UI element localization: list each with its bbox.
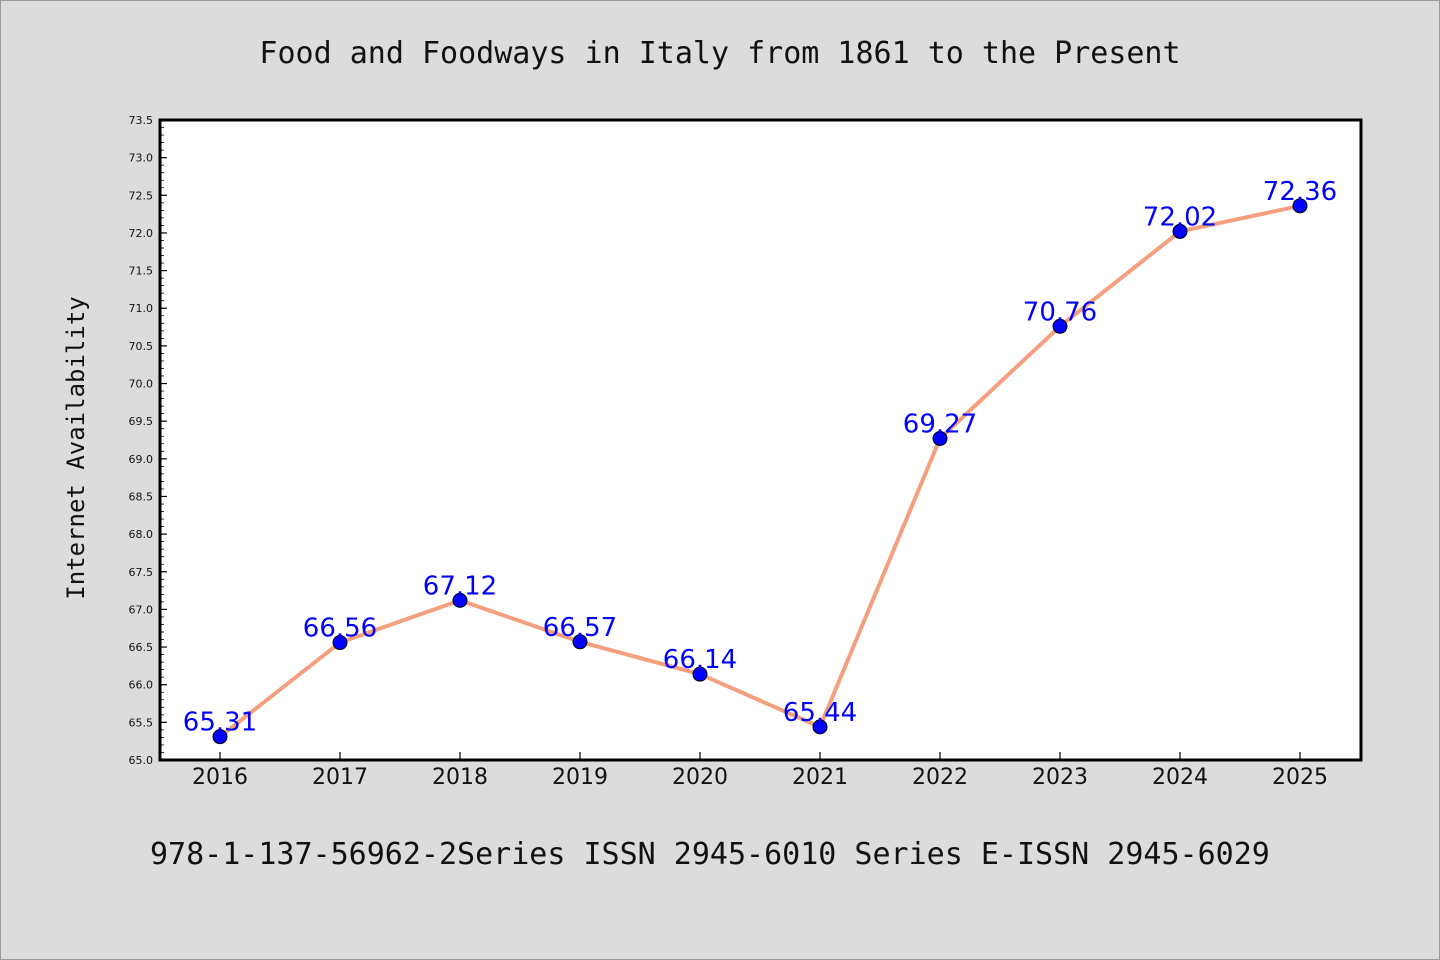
x-tick-label: 2022 xyxy=(912,765,968,790)
data-label: 70.76 xyxy=(1023,297,1097,327)
x-tick-label: 2024 xyxy=(1152,765,1208,790)
y-tick-label: 68.0 xyxy=(129,528,154,541)
x-tick-label: 2018 xyxy=(432,765,488,790)
data-label: 66.56 xyxy=(303,614,377,644)
y-tick-label: 73.5 xyxy=(129,114,154,127)
data-label: 66.14 xyxy=(663,645,737,675)
y-tick-label: 69.5 xyxy=(129,415,154,428)
series-layer: 65.31 66.56 67.12 66.57 66.14 65.44 69.27 70.76… xyxy=(183,177,1337,745)
data-point xyxy=(1052,318,1068,334)
data-label: 65.44 xyxy=(783,698,857,728)
y-tick-label: 71.0 xyxy=(129,302,154,315)
y-tick-label: 66.5 xyxy=(129,641,154,654)
data-point xyxy=(332,635,348,651)
data-point xyxy=(692,666,708,682)
y-tick-label: 66.0 xyxy=(129,679,154,692)
y-tick-label: 72.0 xyxy=(129,227,154,240)
x-axis: 2016 2017 2018 2019 2020 2021 2022 2023 2024 2025 xyxy=(192,752,1328,790)
data-label: 72.36 xyxy=(1263,177,1337,207)
y-tick-label: 70.5 xyxy=(129,340,154,353)
y-tick-label: 71.5 xyxy=(129,265,154,278)
data-label: 69.27 xyxy=(903,409,977,439)
data-point xyxy=(1292,198,1308,214)
data-point xyxy=(932,430,948,446)
x-tick-label: 2016 xyxy=(192,765,248,790)
data-point xyxy=(812,719,828,735)
y-axis-label: Internet Availability xyxy=(62,296,90,599)
plot-area xyxy=(160,120,1361,760)
data-point xyxy=(572,634,588,650)
y-tick-label: 72.5 xyxy=(129,189,154,202)
data-point xyxy=(212,729,228,745)
footer-text: 978-1-137-56962-2Series ISSN 2945-6010 S… xyxy=(150,837,1270,872)
x-tick-label: 2019 xyxy=(552,765,608,790)
y-tick-label: 70.0 xyxy=(129,378,154,391)
data-label: 72.02 xyxy=(1143,202,1217,232)
y-tick-label: 65.5 xyxy=(129,716,154,729)
y-tick-label: 73.0 xyxy=(129,152,154,165)
plot-border xyxy=(158,118,1363,762)
x-tick-label: 2025 xyxy=(1272,765,1328,790)
chart-title: Food and Foodways in Italy from 1861 to … xyxy=(259,36,1180,71)
data-point xyxy=(1172,223,1188,239)
data-label: 66.57 xyxy=(543,613,617,643)
x-tick-label: 2021 xyxy=(792,765,848,790)
x-tick-label: 2020 xyxy=(672,765,728,790)
data-label: 67.12 xyxy=(423,571,497,601)
data-point xyxy=(452,592,468,608)
y-tick-label: 67.0 xyxy=(129,603,154,616)
y-tick-label: 67.5 xyxy=(129,566,154,579)
y-tick-label: 65.0 xyxy=(129,754,154,767)
y-axis: 65.0 65.5 66.0 66.5 67.0 67.5 68.0 68.5 69.0 69.5… xyxy=(129,114,167,767)
y-tick-label: 69.0 xyxy=(129,453,154,466)
series-line xyxy=(218,203,1302,739)
x-tick-label: 2017 xyxy=(312,765,368,790)
data-label: 65.31 xyxy=(183,708,257,738)
y-tick-label: 68.5 xyxy=(129,490,154,503)
x-tick-label: 2023 xyxy=(1032,765,1088,790)
